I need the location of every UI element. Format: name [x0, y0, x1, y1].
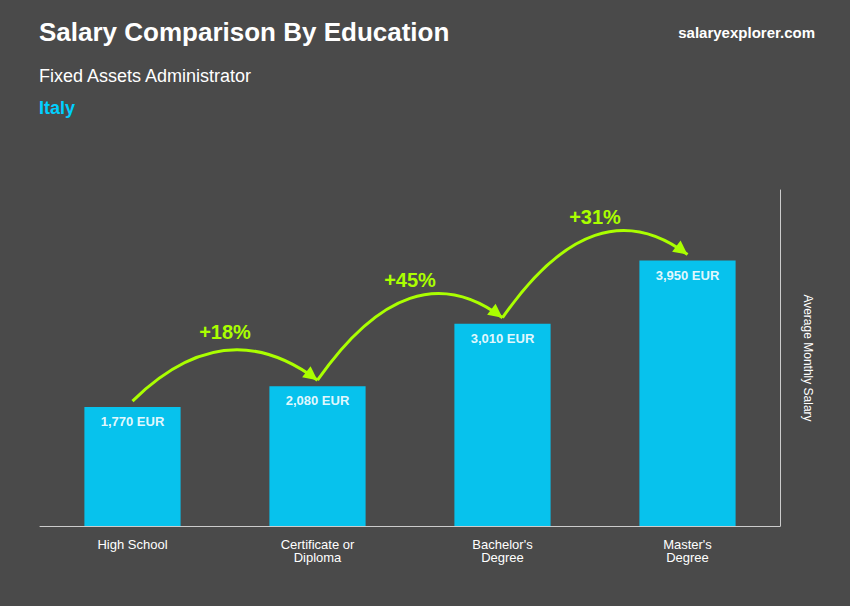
svg-text:Degree: Degree	[666, 550, 709, 565]
svg-text:High School: High School	[97, 537, 167, 552]
svg-text:3,010 EUR: 3,010 EUR	[471, 331, 535, 346]
svg-text:3,950 EUR: 3,950 EUR	[656, 268, 720, 283]
svg-text:Master's: Master's	[663, 537, 712, 552]
svg-text:2,080 EUR: 2,080 EUR	[286, 393, 350, 408]
svg-text:Average Monthly Salary: Average Monthly Salary	[801, 294, 815, 421]
svg-text:+18%: +18%	[199, 321, 251, 343]
svg-text:Diploma: Diploma	[294, 550, 342, 565]
svg-text:salaryexplorer.com: salaryexplorer.com	[678, 24, 815, 41]
svg-text:Fixed Assets Administrator: Fixed Assets Administrator	[39, 66, 251, 86]
svg-text:Italy: Italy	[39, 98, 75, 118]
svg-text:Salary Comparison By Education: Salary Comparison By Education	[39, 17, 449, 47]
svg-text:Degree: Degree	[481, 550, 524, 565]
svg-text:+45%: +45%	[384, 269, 436, 291]
svg-text:Bachelor's: Bachelor's	[472, 537, 533, 552]
svg-text:Certificate or: Certificate or	[280, 537, 355, 552]
svg-text:+31%: +31%	[569, 206, 621, 228]
svg-text:1,770 EUR: 1,770 EUR	[101, 414, 165, 429]
